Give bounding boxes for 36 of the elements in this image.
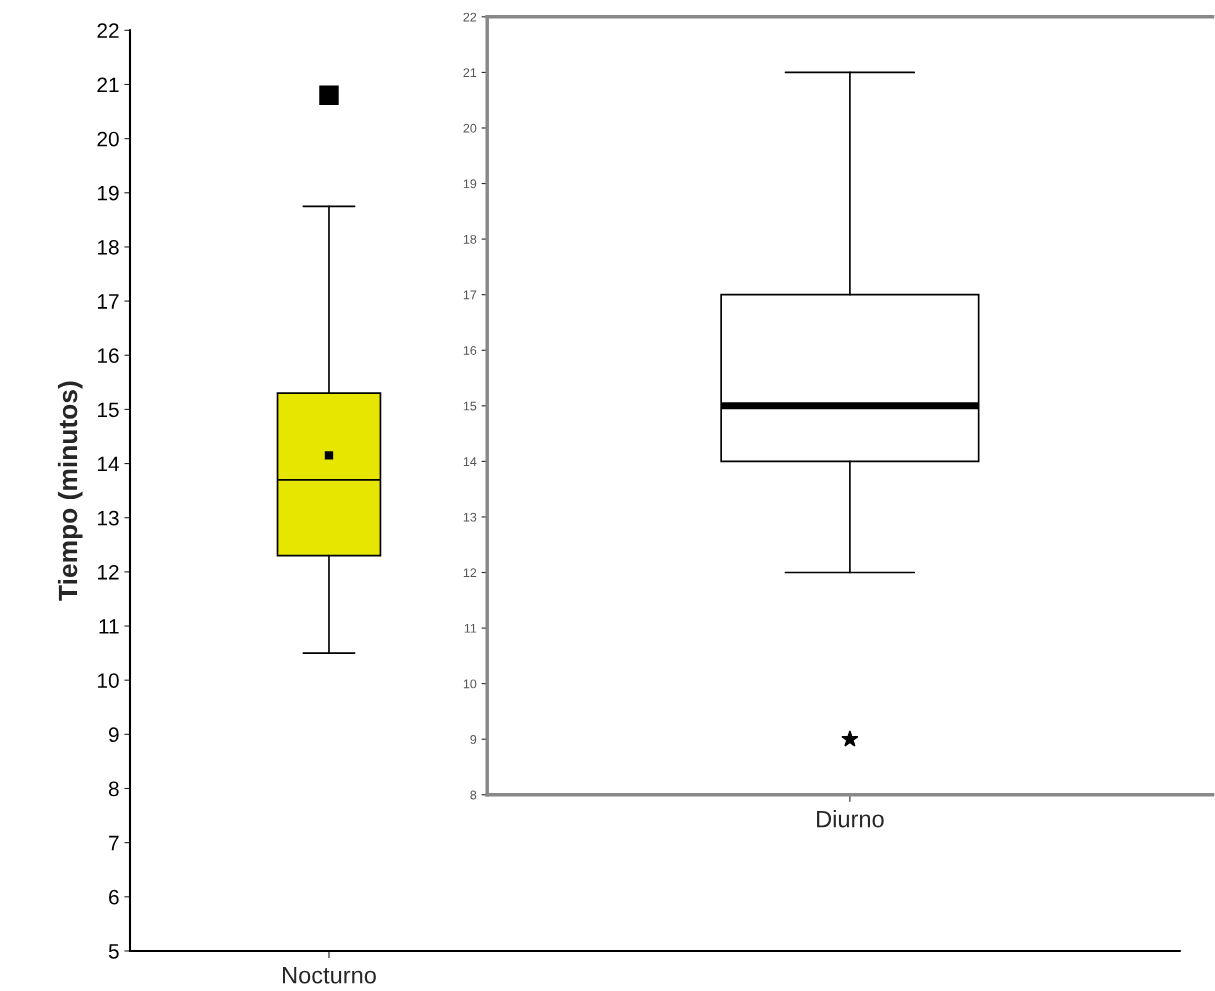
y-tick-label: 20 [463, 123, 477, 133]
y-tick-label: 8 [108, 781, 119, 797]
y-tick-label: 8 [470, 790, 477, 800]
y-tick-label: 17 [98, 294, 119, 309]
y-tick-label: 15 [98, 402, 119, 418]
y-tick-label: 22 [97, 23, 119, 38]
y-tick-label: 9 [108, 727, 119, 743]
y-tick-label: 21 [97, 77, 119, 93]
y-tick-label: 16 [98, 348, 119, 364]
y-tick-label: 16 [463, 346, 477, 355]
x-tick-label: Nocturno [283, 967, 376, 984]
y-tick-label: 19 [98, 185, 119, 201]
y-tick-label: 10 [98, 673, 119, 688]
y-tick-label: 10 [463, 679, 477, 689]
y-tick-label: 9 [470, 735, 477, 744]
y-tick-label: 12 [98, 564, 119, 580]
y-tick-label: 14 [463, 457, 477, 466]
y-tick-label: 6 [109, 889, 119, 905]
y-tick-label: 13 [98, 510, 119, 526]
y-tick-label: 20 [97, 131, 119, 147]
y-tick-label: 7 [109, 835, 119, 851]
y-tick-label: 13 [463, 512, 477, 522]
y-tick-label: 12 [463, 568, 477, 578]
y-tick-label: 19 [463, 179, 477, 189]
y-tick-label: 11 [99, 619, 119, 634]
x-tick-label: Diurno [817, 810, 884, 828]
y-tick-label: 14 [98, 456, 119, 472]
y-tick-label: 18 [98, 239, 119, 255]
y-tick-label: 5 [108, 944, 119, 959]
y-tick-label: 22 [463, 12, 477, 22]
y-tick-label: 21 [463, 68, 477, 77]
y-tick-label: 18 [463, 234, 477, 244]
y-tick-label: 11 [464, 624, 477, 633]
y-axis-title: Tiempo (minutos) [57, 381, 83, 601]
y-tick-label: 17 [463, 290, 477, 300]
y-tick-label: 15 [463, 401, 477, 411]
